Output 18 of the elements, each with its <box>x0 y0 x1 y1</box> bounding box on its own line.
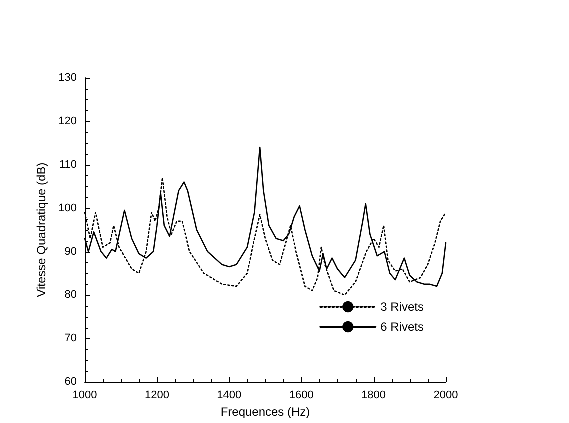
legend-label: 6 Rivets <box>380 320 424 334</box>
y-tick-label: 130 <box>58 72 77 84</box>
x-tick-label: 1400 <box>217 390 242 402</box>
legend-label: 3 Rivets <box>380 300 424 314</box>
y-tick-label: 100 <box>58 202 77 214</box>
y-tick-label: 70 <box>64 332 77 345</box>
y-tick-label: 110 <box>59 158 77 171</box>
x-axis-title: Frequences (Hz) <box>220 405 310 419</box>
x-tick-label: 2000 <box>434 390 458 402</box>
x-tick-label: 1800 <box>362 390 386 402</box>
y-tick-label: 80 <box>64 289 77 302</box>
y-axis-title: Vitesse Quadratique (dB) <box>34 162 49 298</box>
y-tick-label: 120 <box>58 115 77 128</box>
y-tick-label: 60 <box>64 376 77 388</box>
x-tick-label: 1600 <box>289 390 314 402</box>
x-tick-label: 1200 <box>144 390 170 402</box>
x-tick-label: 1000 <box>72 390 98 402</box>
y-tick-label: 90 <box>64 246 77 258</box>
